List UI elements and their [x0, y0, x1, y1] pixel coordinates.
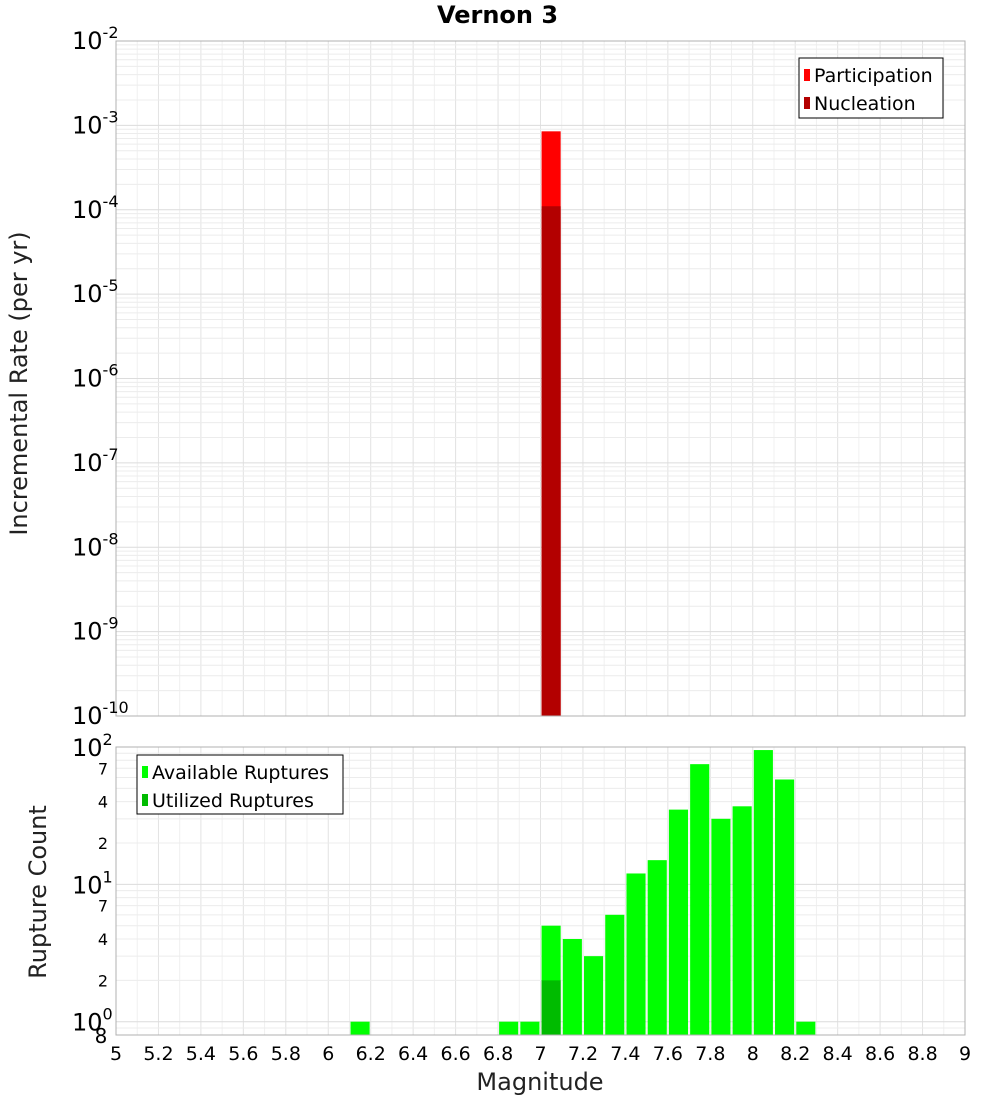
y-tick-label: 4 [98, 793, 108, 812]
available-ruptures-bar [626, 873, 646, 1035]
chart-title: Vernon 3 [437, 1, 558, 29]
y-tick-label: 8 [95, 1024, 108, 1048]
y-tick-label: 10-8 [72, 529, 119, 561]
available-ruptures-bar [350, 1021, 370, 1035]
legend-label: Participation [814, 65, 933, 87]
y-tick-label: 10-7 [72, 445, 119, 477]
legend-swatch [142, 794, 148, 806]
bottom-legend: Available Ruptures Utilized Ruptures [136, 754, 344, 815]
x-tick-label: 6.2 [356, 1043, 386, 1065]
y-tick-label: 7 [98, 897, 108, 916]
legend-label: Available Ruptures [152, 762, 329, 784]
y-tick-label: 10-4 [72, 192, 119, 224]
x-tick-label: 5.2 [143, 1043, 173, 1065]
x-tick-label: 7.2 [568, 1043, 598, 1065]
x-tick-label: 9 [959, 1043, 971, 1065]
x-tick-label: 5.8 [271, 1043, 301, 1065]
y-tick-label: 2 [98, 971, 108, 990]
x-tick-label: 5.6 [228, 1043, 258, 1065]
y-tick-label: 100 [72, 1005, 113, 1037]
legend-swatch [804, 97, 810, 109]
x-tick-label: 8.4 [823, 1043, 853, 1065]
available-ruptures-bar [732, 806, 752, 1035]
available-ruptures-bar [711, 818, 731, 1035]
y-tick-label: 10-9 [72, 614, 119, 646]
y-tick-label: 10-2 [72, 23, 119, 55]
x-axis-label: Magnitude [476, 1068, 603, 1096]
x-tick-label: 6.4 [398, 1043, 428, 1065]
bottom-plot-bars [350, 750, 816, 1035]
available-ruptures-bar [796, 1021, 816, 1035]
x-tick-label: 7.4 [610, 1043, 640, 1065]
x-tick-label: 8 [747, 1043, 759, 1065]
y-tick-label: 102 [72, 730, 113, 762]
nucleation-bar [541, 206, 561, 716]
axis-tick-labels: 10-2 10-3 10-4 10-5 10-6 10-7 10-8 10-9 10-10102… [72, 23, 971, 1065]
y-tick-label: 10-10 [72, 698, 129, 730]
legend-label: Utilized Ruptures [152, 790, 314, 812]
legends: Participation Nucleation Available Rupture… [136, 57, 944, 815]
available-ruptures-bar [668, 809, 689, 1035]
titles: Vernon 3 Incremental Rate (per yr) Rupture… [5, 1, 604, 1096]
top-plot-frame [115, 40, 966, 717]
y-tick-label: 10-5 [72, 276, 119, 308]
legend-box [798, 57, 944, 119]
legend-swatch [142, 766, 148, 778]
x-tick-label: 6.6 [440, 1043, 470, 1065]
top-plot-grid [115, 40, 966, 717]
y-tick-label: 10-6 [72, 361, 119, 393]
available-ruptures-bar [753, 750, 773, 1035]
available-ruptures-bar [520, 1021, 540, 1035]
x-tick-label: 6.8 [483, 1043, 513, 1065]
available-ruptures-bar [690, 764, 710, 1035]
plot-frames [115, 40, 966, 1036]
utilized-ruptures-bar [541, 980, 561, 1035]
y-tick-label: 7 [98, 759, 108, 778]
y-tick-label: 2 [98, 834, 108, 853]
x-tick-label: 8.2 [780, 1043, 810, 1065]
bottom-plot-frame [115, 746, 966, 1036]
y-axis-label-bottom: Rupture Count [24, 805, 52, 979]
y-tick-label: 4 [98, 930, 108, 949]
x-tick-label: 5.4 [186, 1043, 216, 1065]
available-ruptures-bar [605, 914, 625, 1035]
available-ruptures-bar [499, 1021, 519, 1035]
x-tick-label: 7.6 [653, 1043, 683, 1065]
top-legend: Participation Nucleation [798, 57, 944, 119]
y-tick-label: 10-3 [72, 107, 119, 139]
available-ruptures-bar [775, 779, 795, 1035]
available-ruptures-bar [562, 939, 582, 1035]
x-tick-label: 7 [534, 1043, 546, 1065]
x-tick-label: 8.6 [865, 1043, 895, 1065]
y-axis-label-top: Incremental Rate (per yr) [5, 231, 33, 535]
x-tick-label: 6 [322, 1043, 334, 1065]
available-ruptures-bar [584, 956, 604, 1035]
x-tick-label: 7.8 [695, 1043, 725, 1065]
y-tick-label: 101 [72, 867, 113, 899]
available-ruptures-bar [647, 860, 667, 1035]
legend-label: Nucleation [814, 93, 916, 115]
top-plot-bars [541, 131, 561, 717]
legend-swatch [804, 69, 810, 81]
x-tick-label: 5 [110, 1043, 122, 1065]
legend-box [136, 754, 344, 815]
x-tick-label: 8.8 [907, 1043, 937, 1065]
